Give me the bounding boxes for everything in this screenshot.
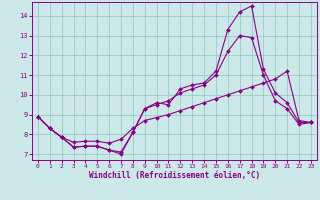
X-axis label: Windchill (Refroidissement éolien,°C): Windchill (Refroidissement éolien,°C)	[89, 171, 260, 180]
